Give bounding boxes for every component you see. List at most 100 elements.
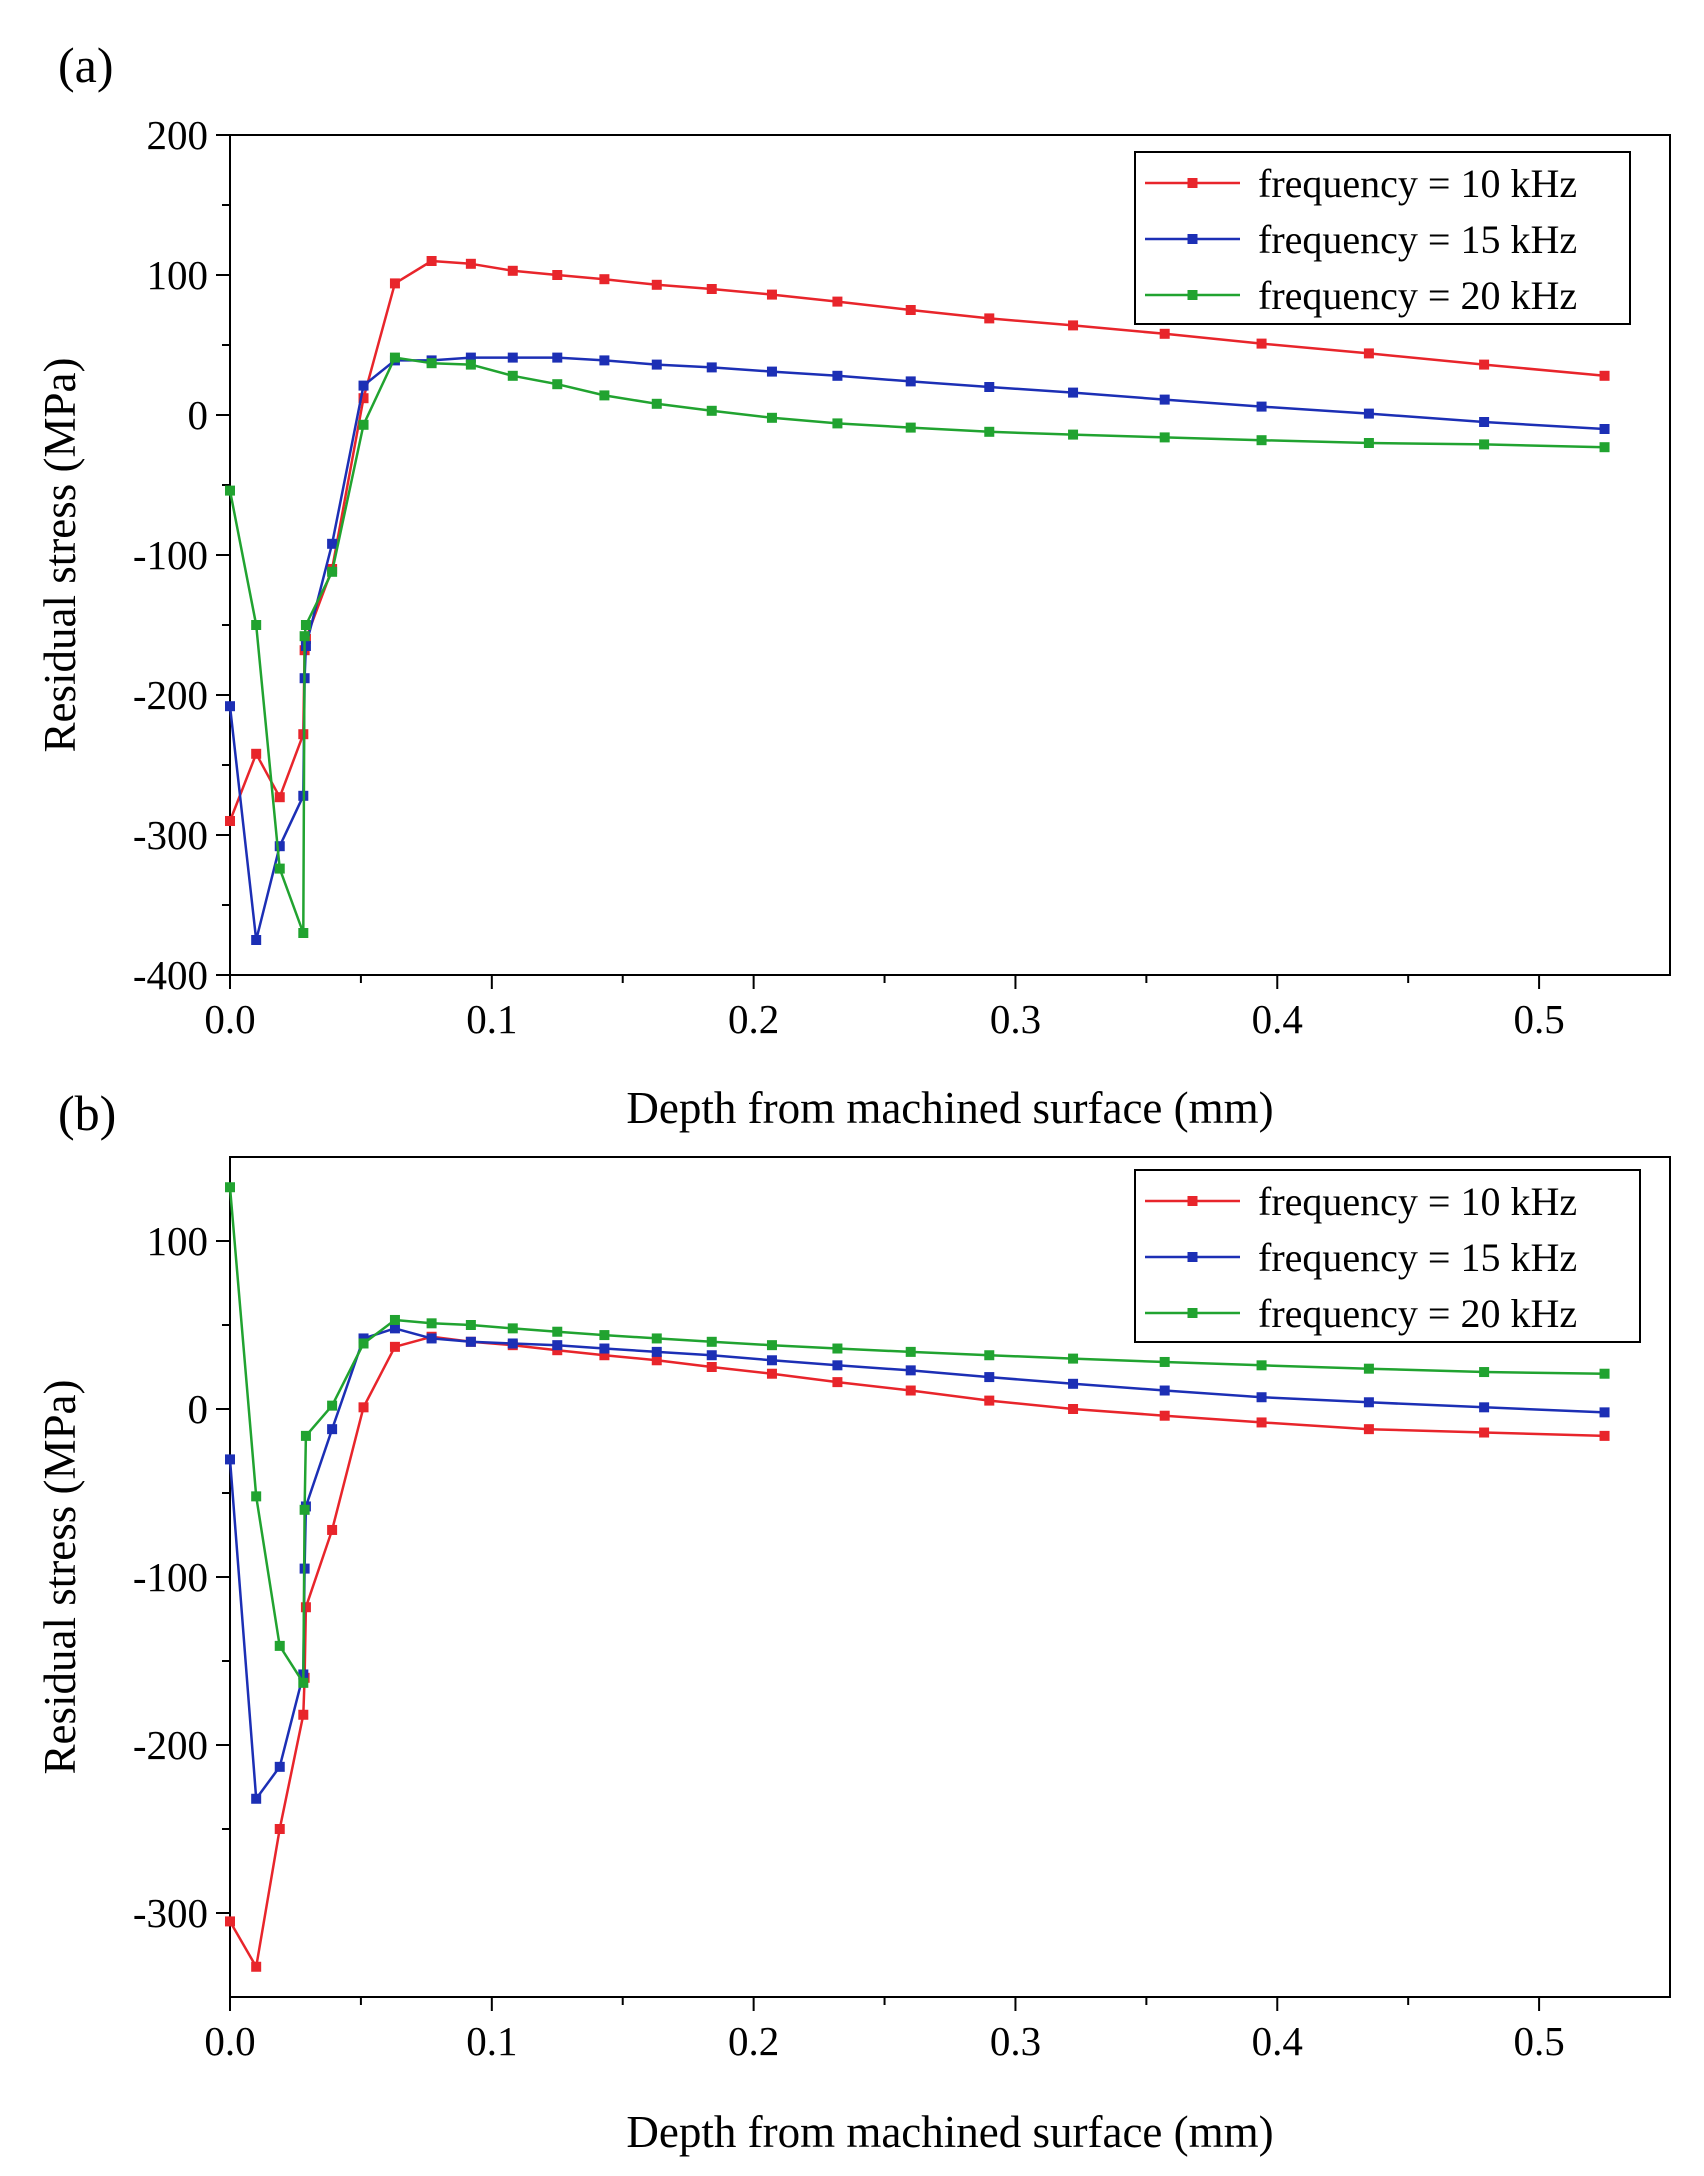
data-point (599, 1330, 610, 1341)
legend-entry: frequency = 15 kHz (1258, 1235, 1577, 1280)
legend-entry: frequency = 20 kHz (1258, 1291, 1577, 1336)
data-point (298, 928, 309, 938)
data-point (832, 418, 843, 429)
data-point (426, 1333, 437, 1344)
data-point (358, 1402, 369, 1413)
data-point (599, 1343, 610, 1354)
data-point (274, 841, 285, 852)
data-point (1479, 359, 1490, 370)
y-tick-label: -200 (133, 1722, 208, 1768)
legend: frequency = 10 kHz frequency = 15 kHz freq… (1134, 151, 1631, 325)
data-point (1363, 438, 1374, 448)
y-tick-label: -100 (133, 1554, 208, 1600)
data-point (552, 1345, 563, 1356)
legend-swatch-marker (1187, 1196, 1198, 1206)
x-axis-title: Depth from machined surface (mm) (626, 1083, 1273, 1133)
data-point (1256, 401, 1267, 412)
data-point (905, 376, 916, 387)
data-point (1159, 394, 1170, 405)
data-point (706, 284, 717, 294)
data-point (552, 1340, 563, 1351)
data-point (274, 863, 285, 874)
y-tick-label: 100 (147, 252, 209, 298)
data-point (706, 362, 717, 373)
data-point (299, 631, 310, 642)
data-point (1068, 1404, 1079, 1414)
data-point (225, 1182, 235, 1193)
data-point (984, 313, 995, 324)
data-point (465, 352, 476, 363)
data-point (300, 620, 311, 630)
data-point (426, 256, 437, 266)
data-point (426, 358, 437, 369)
chart-panel-b: (b) 0.0 0.1 0.2 0.3 0.4 0.5 -300 -200 -100 0 100 Dep… (35, 1085, 1671, 2157)
data-point (389, 352, 400, 363)
y-tick-label: -300 (133, 1890, 208, 1936)
data-point (1068, 320, 1079, 331)
legend: frequency = 10 kHz frequency = 15 kHz freq… (1134, 1169, 1641, 1343)
data-point (599, 274, 610, 285)
data-point (251, 1491, 262, 1502)
data-point (465, 359, 476, 370)
legend-entry: frequency = 15 kHz (1258, 217, 1577, 262)
data-point (298, 1709, 309, 1720)
data-point (706, 1350, 717, 1361)
data-point (507, 352, 518, 363)
data-point (1599, 1368, 1610, 1379)
y-tick-label: -400 (133, 952, 208, 998)
data-point (1479, 417, 1490, 427)
data-point (507, 370, 518, 381)
data-point (832, 1377, 843, 1388)
series-1 (225, 256, 1610, 826)
legend-swatch-marker (1187, 1308, 1198, 1318)
data-point (1599, 370, 1610, 381)
data-point (299, 1504, 310, 1515)
data-point (651, 359, 662, 370)
data-point (905, 1365, 916, 1376)
data-point (1256, 435, 1267, 446)
data-point (358, 419, 369, 430)
data-point (832, 296, 843, 307)
legend-entry: frequency = 20 kHz (1258, 273, 1577, 318)
data-point (766, 1355, 777, 1366)
legend-swatch-marker (1187, 1252, 1198, 1262)
data-point (300, 1602, 311, 1613)
data-point (706, 405, 717, 416)
data-point (1256, 1417, 1267, 1428)
y-tick-label: 200 (147, 112, 209, 158)
y-tick-label: -100 (133, 532, 208, 578)
data-point (327, 1400, 338, 1411)
data-point (984, 382, 995, 392)
data-point (389, 1323, 400, 1334)
data-point (225, 1454, 235, 1465)
series-line (228, 1335, 1605, 1969)
data-point (1068, 1353, 1079, 1364)
data-point (1256, 338, 1267, 349)
data-point (552, 1326, 563, 1337)
data-point (651, 1355, 662, 1366)
data-point (426, 1318, 437, 1329)
y-tick-label: 0 (188, 1386, 209, 1432)
data-point (389, 1341, 400, 1352)
series-line (228, 259, 1605, 822)
data-point (251, 935, 262, 945)
data-point (1599, 1430, 1610, 1441)
series-1 (225, 1331, 1610, 1972)
data-point (1068, 1378, 1079, 1389)
legend-swatch-marker (1187, 178, 1198, 188)
legend-swatch-marker (1187, 234, 1198, 244)
data-point (327, 566, 338, 577)
data-point (599, 390, 610, 401)
data-point (327, 538, 338, 549)
x-axis-title: Depth from machined surface (mm) (626, 2107, 1273, 2157)
data-point (552, 270, 563, 280)
data-point (225, 701, 235, 712)
data-point (1479, 1367, 1490, 1378)
x-tick-label: 0.0 (204, 996, 255, 1042)
y-axis-title: Residual stress (MPa) (35, 1380, 85, 1775)
data-point (984, 426, 995, 437)
data-point (274, 1640, 285, 1651)
data-point (251, 748, 262, 759)
data-point (766, 289, 777, 300)
data-point (766, 412, 777, 423)
